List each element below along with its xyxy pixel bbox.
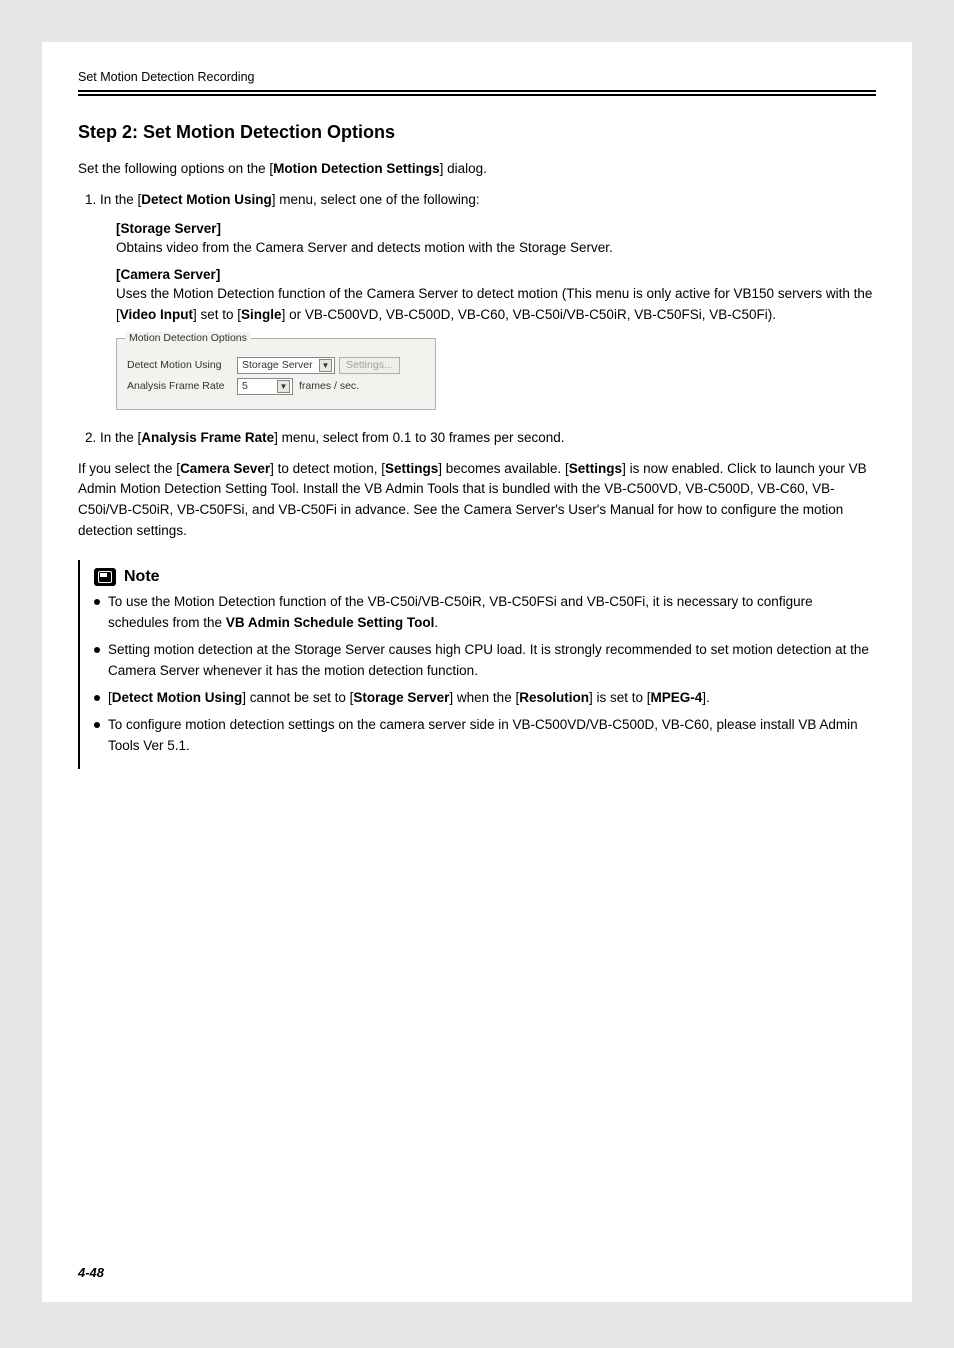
note3-em4: MPEG-4 — [650, 690, 702, 705]
intro-paragraph: Set the following options on the [Motion… — [78, 159, 876, 180]
p3-em2: Settings — [385, 461, 438, 476]
analysis-frame-rate-value: 5 — [242, 380, 248, 392]
camera-em2: Single — [241, 307, 282, 322]
note3-t4: ] is set to [ — [589, 690, 651, 705]
note-item-1: To use the Motion Detection function of … — [94, 592, 870, 634]
fieldset-legend: Motion Detection Options — [125, 332, 251, 344]
p3-t3: ] becomes available. [ — [438, 461, 569, 476]
note-item-2: Setting motion detection at the Storage … — [94, 640, 870, 682]
li2-em: Analysis Frame Rate — [141, 430, 274, 445]
storage-server-label: [Storage Server] — [116, 221, 876, 236]
note3-em3: Resolution — [519, 690, 589, 705]
analysis-frame-rate-label: Analysis Frame Rate — [127, 380, 237, 392]
detect-motion-using-select[interactable]: Storage Server ▼ — [237, 357, 335, 374]
settings-button[interactable]: Settings... — [339, 357, 400, 374]
note3-t3: ] when the [ — [449, 690, 519, 705]
intro-post: ] dialog. — [440, 161, 487, 176]
motion-detection-options-fieldset: Motion Detection Options Detect Motion U… — [116, 338, 436, 410]
ordered-list-2: In the [Analysis Frame Rate] menu, selec… — [78, 428, 876, 449]
li1-pre: In the [ — [100, 192, 141, 207]
chevron-down-icon: ▼ — [277, 380, 290, 393]
note3-em2: Storage Server — [353, 690, 449, 705]
camera-server-label: [Camera Server] — [116, 267, 876, 282]
settings-paragraph: If you select the [Camera Sever] to dete… — [78, 459, 876, 543]
chevron-down-icon: ▼ — [319, 359, 332, 372]
fieldset-row-1: Detect Motion Using Storage Server ▼ Set… — [127, 357, 425, 374]
p3-t2: ] to detect motion, [ — [270, 461, 385, 476]
camera-em1: Video Input — [120, 307, 193, 322]
page-number: 4-48 — [78, 1265, 104, 1280]
note-icon — [94, 568, 116, 586]
page-breadcrumb: Set Motion Detection Recording — [78, 70, 876, 84]
list-item-1: In the [Detect Motion Using] menu, selec… — [100, 190, 876, 211]
fieldset-row-2: Analysis Frame Rate 5 ▼ frames / sec. — [127, 378, 425, 395]
note1-em: VB Admin Schedule Setting Tool — [226, 615, 435, 630]
list-item-2: In the [Analysis Frame Rate] menu, selec… — [100, 428, 876, 449]
li2-post: ] menu, select from 0.1 to 30 frames per… — [274, 430, 564, 445]
p3-t1: If you select the [ — [78, 461, 180, 476]
camera-server-text: Uses the Motion Detection function of th… — [116, 284, 876, 326]
note3-t5: ]. — [702, 690, 710, 705]
note3-t2: ] cannot be set to [ — [242, 690, 353, 705]
note2-t1: Setting motion detection at the Storage … — [108, 642, 869, 678]
header-rule-thin — [78, 94, 876, 96]
step-title: Step 2: Set Motion Detection Options — [78, 122, 876, 143]
note1-t2: . — [434, 615, 438, 630]
note-title: Note — [124, 568, 160, 586]
note1-t1: To use the Motion Detection function of … — [108, 594, 813, 630]
note-item-3: [Detect Motion Using] cannot be set to [… — [94, 688, 870, 709]
analysis-frame-rate-select[interactable]: 5 ▼ — [237, 378, 293, 395]
p3-em3: Settings — [569, 461, 622, 476]
note-list: To use the Motion Detection function of … — [94, 592, 870, 756]
note-item-4: To configure motion detection settings o… — [94, 715, 870, 757]
storage-server-text: Obtains video from the Camera Server and… — [116, 238, 876, 259]
li2-pre: In the [ — [100, 430, 141, 445]
detect-motion-using-value: Storage Server — [242, 359, 313, 371]
intro-pre: Set the following options on the [ — [78, 161, 273, 176]
camera-mid: ] set to [ — [193, 307, 241, 322]
camera-text-post: ] or VB-C500VD, VB-C500D, VB-C60, VB-C50… — [282, 307, 776, 322]
intro-em: Motion Detection Settings — [273, 161, 440, 176]
note3-em1: Detect Motion Using — [112, 690, 243, 705]
note-box: Note To use the Motion Detection functio… — [78, 560, 876, 768]
note4-t1: To configure motion detection settings o… — [108, 717, 858, 753]
frames-per-sec-label: frames / sec. — [299, 380, 359, 392]
ordered-list-1: In the [Detect Motion Using] menu, selec… — [78, 190, 876, 211]
li1-post: ] menu, select one of the following: — [272, 192, 480, 207]
page: Set Motion Detection Recording Step 2: S… — [42, 42, 912, 1302]
header-rule-thick — [78, 90, 876, 92]
note-header: Note — [94, 568, 870, 586]
detect-motion-using-label: Detect Motion Using — [127, 359, 237, 371]
p3-em1: Camera Sever — [180, 461, 270, 476]
li1-em: Detect Motion Using — [141, 192, 272, 207]
